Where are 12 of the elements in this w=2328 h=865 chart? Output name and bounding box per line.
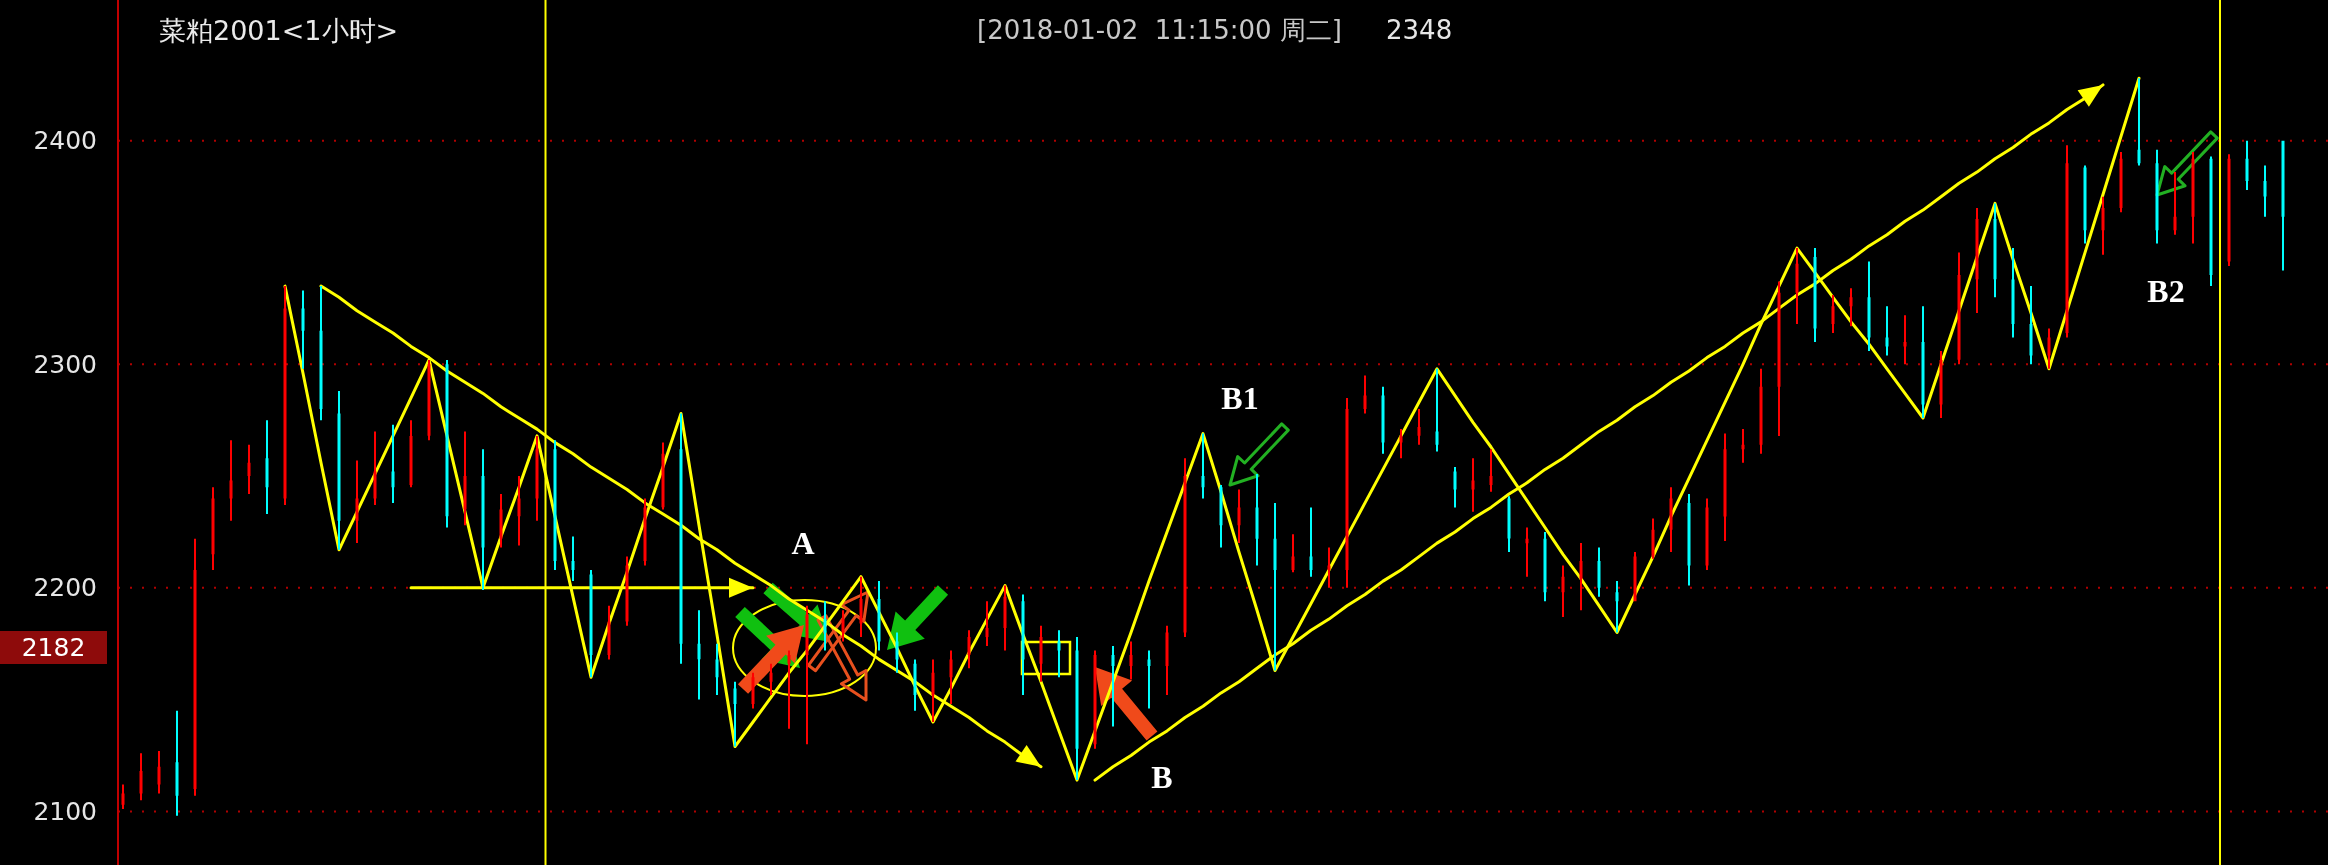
annotation: B2 xyxy=(2147,273,2185,309)
y-tick-label: 2200 xyxy=(33,573,97,603)
annotation: A xyxy=(791,525,815,561)
annotation: 2348 xyxy=(1386,15,1453,45)
y-tick-label: 2400 xyxy=(33,126,97,156)
y-tick-label: 2300 xyxy=(33,349,97,379)
annotation: [2018-01-02 11:15:00 周二] xyxy=(977,15,1342,45)
y-tick-label: 2100 xyxy=(33,796,97,826)
annotation: B xyxy=(1151,759,1173,795)
text: 菜粕2001<1小时> xyxy=(159,14,399,46)
annotation: 2182 xyxy=(0,631,107,664)
annotation: B1 xyxy=(1221,380,1259,416)
